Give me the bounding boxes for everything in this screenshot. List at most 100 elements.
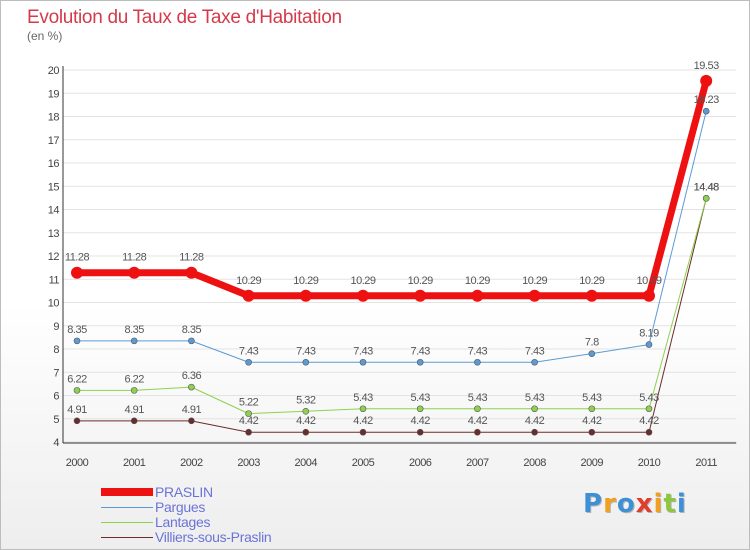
- logo-letter: o: [616, 489, 636, 519]
- legend-label: PRASLIN: [155, 484, 213, 500]
- data-point: [302, 408, 310, 415]
- logo-letter: i: [653, 489, 664, 519]
- data-label: 6.22: [67, 373, 87, 385]
- data-point: [188, 383, 195, 391]
- data-point: [359, 405, 367, 413]
- data-label: 7.43: [468, 345, 488, 357]
- data-label: 8.35: [67, 324, 87, 336]
- data-point: [588, 405, 596, 413]
- data-point: [302, 358, 310, 366]
- data-point: [474, 358, 481, 366]
- data-label: 11.28: [122, 252, 147, 264]
- data-point: [643, 289, 655, 302]
- legend-label: Pargues: [155, 499, 206, 515]
- data-label: 4.42: [582, 415, 602, 427]
- data-point: [645, 428, 653, 436]
- y-tick-label: 13: [48, 228, 60, 240]
- legend-swatch-villiers: [101, 537, 153, 538]
- data-label: 4.42: [410, 415, 430, 427]
- grid-lines: [63, 69, 737, 443]
- y-tick-label: 19: [48, 88, 60, 100]
- data-label: 5.43: [353, 392, 373, 404]
- data-point: [416, 358, 424, 366]
- data-point: [188, 337, 195, 345]
- chart-title: Evolution du Taux de Taxe d'Habitation: [27, 7, 342, 28]
- data-labels: 11.28 11.28 11.28 10.29 10.29 10.29 10.29 10.29…: [65, 60, 720, 427]
- data-label: 4.91: [124, 404, 144, 416]
- data-label: 6.36: [182, 370, 202, 382]
- data-point: [585, 289, 598, 302]
- data-point: [245, 358, 252, 366]
- data-point: [416, 405, 424, 413]
- data-label: 10.29: [350, 275, 375, 287]
- x-tick-label: 2007: [466, 457, 489, 469]
- data-point: [299, 289, 312, 302]
- logo-letter: t: [663, 489, 677, 519]
- data-label: 5.43: [468, 392, 488, 404]
- y-tick-label: 6: [53, 391, 59, 403]
- data-point: [528, 289, 541, 302]
- data-label: 4.42: [468, 415, 488, 427]
- y-tick-label: 11: [49, 274, 60, 286]
- data-label: 7.43: [525, 345, 545, 357]
- data-point: [130, 387, 138, 394]
- data-point: [71, 266, 83, 279]
- data-point: [357, 289, 369, 302]
- data-label: 4.42: [639, 415, 659, 427]
- logo-letter: P: [583, 489, 604, 519]
- y-tick-label: 4: [53, 437, 59, 449]
- y-tick-label: 8: [53, 344, 59, 356]
- data-point: [702, 107, 710, 115]
- logo-letter: i: [676, 489, 687, 519]
- data-point: [130, 417, 138, 425]
- data-point: [73, 387, 81, 394]
- data-point: [245, 428, 252, 436]
- y-tick-label: 20: [48, 65, 60, 77]
- data-point: [73, 417, 81, 425]
- chart-subtitle: (en %): [27, 29, 63, 43]
- data-label: 11.28: [65, 252, 90, 264]
- data-label: 5.43: [639, 392, 659, 404]
- data-label: 5.43: [582, 392, 602, 404]
- data-point: [414, 289, 427, 302]
- data-label: 18.23: [694, 94, 719, 106]
- data-point: [359, 428, 367, 436]
- x-tick-label: 2001: [123, 457, 146, 469]
- legend-swatch-praslin: [101, 488, 153, 496]
- y-tick-label: 12: [48, 251, 60, 263]
- data-label: 5.43: [410, 392, 430, 404]
- series-layer: [71, 74, 713, 436]
- data-point: [645, 341, 653, 348]
- axes: 4 5 6 7 8 9 10 11 12 13 14 15 16 17 18 19 20 2000 2001 2002…: [48, 65, 737, 469]
- data-point: [128, 266, 141, 279]
- legend-swatch-pargues: [101, 507, 153, 508]
- logo-letter: r: [603, 489, 617, 519]
- data-point: [588, 350, 596, 357]
- data-label: 10.29: [636, 275, 661, 287]
- data-point: [188, 417, 195, 425]
- y-tick-label: 5: [53, 414, 59, 426]
- data-point: [359, 358, 367, 366]
- data-label: 10.29: [465, 275, 490, 287]
- x-tick-label: 2004: [295, 457, 318, 469]
- data-label: 6.22: [124, 373, 144, 385]
- x-tick-label: 2006: [409, 457, 432, 469]
- data-label: 8.35: [182, 324, 202, 336]
- data-label: 4.42: [239, 415, 259, 427]
- y-tick-label: 14: [48, 205, 60, 217]
- y-tick-label: 7: [53, 367, 59, 379]
- data-label: 8.35: [124, 324, 144, 336]
- series-line-lantages: [77, 198, 707, 415]
- data-label: 11.28: [179, 252, 204, 264]
- data-point: [474, 405, 481, 413]
- data-point: [185, 266, 198, 279]
- data-label: 10.29: [579, 275, 604, 287]
- data-label: 5.43: [525, 392, 545, 404]
- x-tick-label: 2010: [638, 457, 661, 469]
- x-tick-label: 2002: [180, 457, 203, 469]
- series-line-villiers-sous-praslin: [77, 198, 707, 433]
- data-label: 7.43: [239, 345, 259, 357]
- y-tick-label: 15: [48, 181, 60, 193]
- data-point: [531, 358, 538, 366]
